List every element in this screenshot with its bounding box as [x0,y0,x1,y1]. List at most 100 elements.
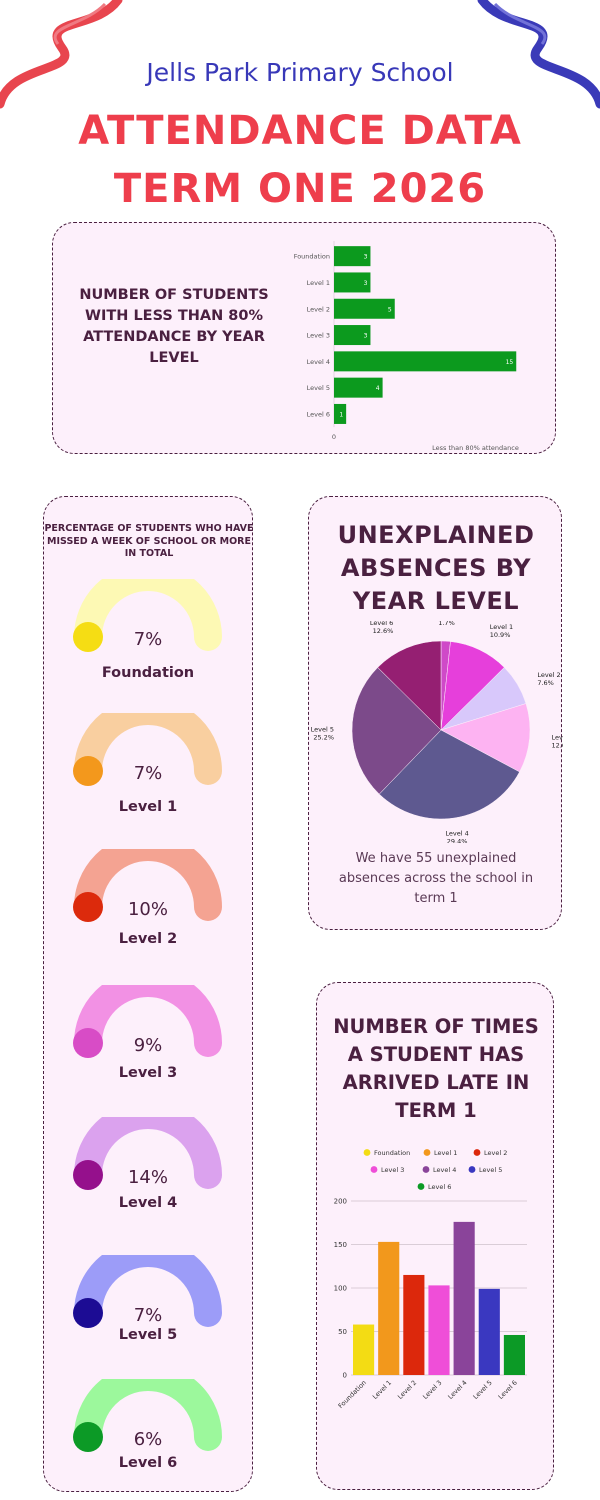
legend-label: Foundation [374,1149,410,1157]
legend-label: Level 4 [433,1166,456,1174]
gauge-level-6: 6% Level 6 [44,1379,254,1499]
gauge-arc [74,713,222,785]
pie-slice [440,703,531,773]
missed-week-panel: PERCENTAGE OF STUDENTS WHO HAVE MISSED A… [43,496,254,1492]
bar [403,1274,425,1375]
y-tick-label: Level 6 [307,410,330,418]
gauge-label: Level 6 [118,1455,178,1471]
ribbon-left-decoration [0,0,123,109]
legend-marker [468,1166,476,1173]
gauge-level-3: 9% Level 3 [44,985,254,1105]
x-axis-label: Less than 80% attendance [432,444,519,452]
data-label: 3 [364,254,368,261]
data-label: 4 [376,385,380,392]
gauge-arc-graphic [73,1379,222,1452]
gauge-marker [73,1422,103,1452]
gauge-percent: 14% [127,1167,168,1188]
y-tick-label: 0 [343,1372,347,1380]
legend-label: Level 1 [434,1149,457,1157]
y-tick-label: Foundation [294,253,330,261]
legend-marker [363,1149,371,1156]
ribbon-right-decoration [477,0,600,109]
gauge-level-4: 14% Level 4 [44,1117,254,1237]
gauge-marker [73,622,103,652]
pie-slice [377,640,442,731]
late-arrivals-heading: NUMBER OF TIMES A STUDENT HAS ARRIVED LA… [317,1013,555,1125]
bar [503,1334,525,1375]
gauge-arc-graphic [73,849,222,922]
data-label: 3 [364,280,368,287]
x-tick-label: Level 2 [396,1379,418,1401]
bar [334,298,395,319]
legend-marker [370,1166,378,1173]
x-tick-label: Level 6 [497,1379,519,1401]
gauge-percent: 7% [133,763,163,784]
legend-marker [422,1166,430,1173]
gauge-percent: 7% [133,1305,163,1326]
pie-slice [351,667,442,795]
pie-label-percent: 7.6% [537,679,554,687]
pie-label-percent: 12.6% [373,627,394,635]
pie-label-category: Level 5 [311,725,334,733]
legend-label: Level 3 [381,1166,404,1174]
y-tick-label: Level 1 [307,279,330,287]
gauge-level-5: 7% Level 5 [44,1255,254,1375]
gauge-label: Level 1 [118,799,178,815]
gauge-arc [74,985,222,1057]
legend-label: Level 2 [484,1149,507,1157]
gauge-label: Level 2 [118,931,178,947]
bar [334,377,383,398]
unexplained-absences-pie-chart: Foundation1.7%Level 110.9%Level 27.6%Lev… [311,621,563,843]
heading-line: TERM 1 [395,1099,477,1122]
data-label: 1 [339,411,343,418]
gauge-arc [74,579,222,651]
gauge-marker [73,1028,103,1058]
legend-label: Level 6 [428,1183,451,1191]
pie-label-category: Level 2 [537,671,560,679]
late-arrivals-panel: NUMBER OF TIMES A STUDENT HAS ARRIVED LA… [316,982,554,1490]
gauge-level-2: 10% Level 2 [44,849,254,969]
y-tick-label: Level 4 [307,358,330,366]
gauge-arc-graphic [73,1117,222,1190]
legend-marker [417,1183,425,1190]
gauge-label: Level 5 [118,1327,178,1343]
x-tick-label: 0 [332,433,336,441]
heading-line: NUMBER OF TIMES [333,1015,539,1038]
data-label: 15 [506,359,514,366]
unexplained-absences-panel: UNEXPLAINED ABSENCES BY YEAR LEVEL Found… [308,496,563,930]
pie-label-percent: 10.9% [490,631,511,639]
pie-label-percent: 25.2% [313,733,334,741]
unexplained-absences-note: We have 55 unexplained absences across t… [338,851,534,906]
bar [334,351,517,372]
gauge-arc-graphic [73,713,222,786]
gauge-arc-graphic [73,1255,222,1328]
bar [428,1285,450,1375]
school-name: Jells Park Primary School [146,58,454,87]
gauge-label: Level 3 [118,1065,178,1081]
data-label: 5 [388,306,392,313]
bar [334,246,371,267]
bar [334,325,371,346]
data-label: 3 [364,333,368,340]
missed-week-heading: PERCENTAGE OF STUDENTS WHO HAVE MISSED A… [44,523,254,559]
gauge-arc-graphic [73,985,222,1058]
legend-marker [423,1149,431,1156]
heading-line: A STUDENT HAS [347,1043,525,1066]
gauge-percent: 6% [133,1429,163,1450]
heading-line: ABSENCES BY [340,554,532,582]
bar [353,1324,375,1375]
bar [453,1221,475,1375]
heading-line: ARRIVED LATE IN [342,1071,530,1094]
pie-label-category: Level 6 [370,621,393,627]
x-tick-label: Level 1 [371,1379,393,1401]
gauge-arc [74,849,222,921]
bar [378,1241,400,1375]
gauge-percent: 7% [133,629,163,650]
pie-label-category: Level 3 [552,734,563,742]
bar [478,1288,500,1375]
y-tick-label: Level 3 [307,332,330,340]
gauge-marker [73,892,103,922]
y-tick-label: 50 [338,1328,347,1336]
y-tick-label: Level 5 [307,384,330,392]
